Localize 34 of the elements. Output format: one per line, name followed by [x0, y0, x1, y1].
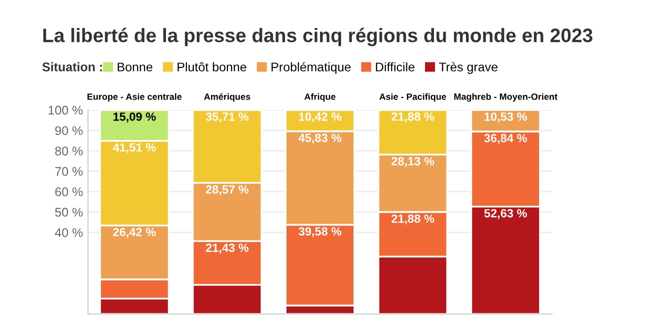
legend-label: Plutôt bonne: [178, 62, 246, 72]
data-label: 28,13 %: [392, 157, 434, 168]
data-label: 10,53 %: [484, 112, 527, 123]
data-label: 21,88 %: [392, 112, 434, 122]
y-tick-label: 100 %: [48, 106, 83, 115]
data-label: 26,42 %: [113, 228, 156, 238]
chart-title: La liberté de la presse dans cinq régions du monde en 2023: [43, 28, 592, 46]
y-tick-label: 80 %: [55, 146, 83, 156]
legend-label: Bonne: [118, 62, 152, 72]
y-tick-label: 60 %: [55, 187, 83, 196]
x-tick-label: Maghreb - Moyen-Orient: [454, 93, 558, 102]
data-label: 39,58 %: [298, 227, 342, 238]
data-label: 10,42 %: [299, 112, 342, 123]
x-tick-label: Europe - Asie centrale: [88, 93, 182, 102]
x-tick-label: Afrique: [304, 93, 336, 102]
data-label: 21,88 %: [392, 214, 434, 225]
data-label: 45,83 %: [298, 134, 342, 144]
y-tick-label: 90 %: [55, 126, 83, 136]
legend-label: Difficile: [376, 62, 414, 72]
data-label: 52,63 %: [484, 209, 527, 220]
y-tick-label: 70 %: [55, 167, 83, 176]
legend-label: Très grave: [439, 62, 498, 74]
data-label: 35,71 %: [206, 112, 249, 123]
data-label: 36,84 %: [484, 134, 527, 144]
data-label: 28,57 %: [206, 185, 249, 196]
data-label: 21,43 %: [206, 244, 249, 254]
legend-label: Problématique: [272, 62, 351, 74]
y-tick-label: 40 %: [54, 228, 83, 238]
x-tick-label: Asie - Pacifique: [379, 93, 446, 102]
x-tick-label: Amériques: [204, 93, 250, 102]
data-label: 15,09 %: [113, 112, 156, 123]
legend-title: Situation :: [42, 62, 102, 72]
data-label: 41,51 %: [112, 143, 156, 154]
y-tick-label: 50 %: [55, 208, 83, 217]
